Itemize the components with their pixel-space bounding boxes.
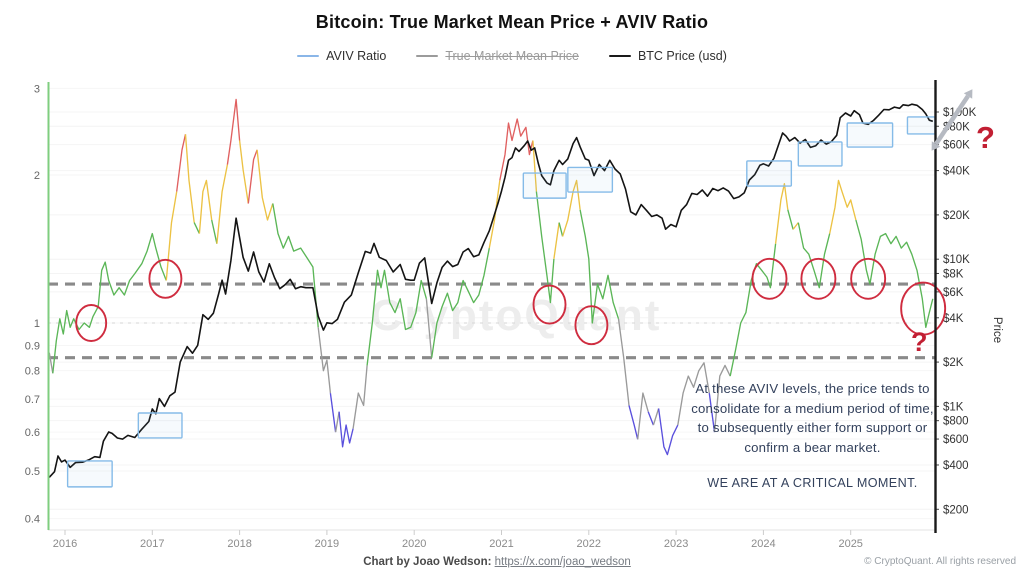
credit-link[interactable]: https://x.com/joao_wedson	[494, 556, 631, 568]
highlight-circle	[574, 305, 609, 346]
copyright-text: © CryptoQuant. All rights reserved	[864, 556, 1016, 567]
annotation-emphasis: WE ARE AT A CRITICAL MOMENT.	[707, 476, 918, 490]
svg-text:2024: 2024	[751, 538, 775, 550]
legend-line-swatch-icon	[608, 54, 631, 58]
svg-text:0.8: 0.8	[25, 366, 40, 378]
svg-text:$1K: $1K	[943, 401, 964, 413]
svg-text:$20K: $20K	[943, 210, 970, 222]
svg-text:1: 1	[34, 318, 40, 330]
svg-text:$200: $200	[943, 504, 969, 516]
highlight-box	[797, 141, 843, 167]
highlight-circle	[75, 304, 108, 342]
svg-text:2018: 2018	[227, 538, 251, 550]
right-axis-price: $100K$80K$60K$40K$20K$10K$8K$6K$4K$2K$1K…	[935, 107, 1003, 516]
highlight-circle	[800, 257, 837, 300]
chart-legend: AVIV Ratio True Market Mean Price BTC Pr…	[0, 49, 1024, 63]
legend-line-swatch-icon	[297, 54, 320, 58]
svg-text:$8K: $8K	[943, 268, 964, 280]
svg-text:2019: 2019	[315, 538, 339, 550]
svg-text:2020: 2020	[402, 538, 426, 550]
volatility-arrow-icon	[931, 89, 973, 151]
legend-line-swatch-icon	[416, 54, 439, 58]
left-axis-aviv: 3 2 1 0.9 0.8 0.7 0.6 0.5 0.4	[25, 83, 40, 525]
highlight-box	[522, 172, 567, 199]
svg-text:2025: 2025	[838, 538, 862, 550]
highlight-circle	[850, 257, 887, 300]
legend-label: BTC Price (usd)	[637, 49, 727, 63]
highlight-box	[137, 412, 183, 439]
annotation-text: At these AVIV levels, the price tends to…	[691, 381, 934, 455]
svg-text:2023: 2023	[664, 538, 688, 550]
svg-text:2016: 2016	[53, 538, 77, 550]
svg-text:$400: $400	[943, 460, 969, 472]
svg-text:$60K: $60K	[943, 140, 970, 152]
legend-label: AVIV Ratio	[326, 49, 387, 63]
highlight-box	[567, 166, 614, 193]
highlight-box	[746, 160, 793, 187]
svg-text:$600: $600	[943, 434, 969, 446]
legend-item-btc-price[interactable]: BTC Price (usd)	[608, 49, 727, 63]
svg-text:2021: 2021	[489, 538, 513, 550]
svg-text:2: 2	[34, 170, 40, 182]
right-axis-title: Price	[991, 317, 1003, 343]
svg-text:$6K: $6K	[943, 287, 964, 299]
svg-text:$100K: $100K	[943, 107, 977, 119]
svg-text:$2K: $2K	[943, 357, 964, 369]
aviv-ratio-series	[48, 98, 934, 456]
highlight-circle	[751, 257, 788, 300]
btc-price-series	[48, 103, 934, 478]
svg-text:0.9: 0.9	[25, 340, 40, 352]
svg-text:$10K: $10K	[943, 254, 970, 266]
legend-label: True Market Mean Price	[445, 49, 579, 63]
svg-text:3: 3	[34, 83, 40, 95]
highlight-box	[906, 116, 936, 135]
threshold-lines	[48, 282, 935, 360]
svg-text:2022: 2022	[577, 538, 601, 550]
legend-item-true-market-mean-price[interactable]: True Market Mean Price	[416, 49, 579, 63]
svg-text:0.6: 0.6	[25, 427, 40, 439]
question-mark-icon: ?	[976, 120, 995, 155]
annotation-note: At these AVIV levels, the price tends to…	[687, 379, 938, 494]
svg-text:2017: 2017	[140, 538, 164, 550]
footer-credit: Chart by Joao Wedson: https://x.com/joao…	[0, 556, 1009, 568]
highlight-circle	[532, 284, 567, 325]
legend-item-aviv-ratio[interactable]: AVIV Ratio	[297, 49, 386, 63]
svg-text:0.4: 0.4	[25, 514, 40, 526]
highlight-box	[846, 122, 894, 148]
consolidation-boxes	[66, 116, 936, 488]
svg-text:$4K: $4K	[943, 313, 964, 325]
highlight-circle	[900, 281, 947, 336]
svg-text:0.5: 0.5	[25, 466, 40, 478]
attention-circles	[75, 257, 947, 346]
question-mark-icon: ?	[911, 327, 928, 357]
gridlines	[48, 87, 935, 520]
highlight-circle	[148, 258, 183, 299]
svg-text:0.7: 0.7	[25, 394, 40, 406]
credit-label: Chart by Joao Wedson:	[363, 556, 492, 568]
page-title: Bitcoin: True Market Mean Price + AVIV R…	[315, 12, 709, 32]
x-axis: 2016 2017 2018 2019 2020 2021 2022 2023 2024 2025	[48, 529, 935, 550]
svg-text:$40K: $40K	[943, 166, 970, 178]
svg-text:$800: $800	[943, 416, 969, 428]
highlight-box	[66, 460, 113, 488]
